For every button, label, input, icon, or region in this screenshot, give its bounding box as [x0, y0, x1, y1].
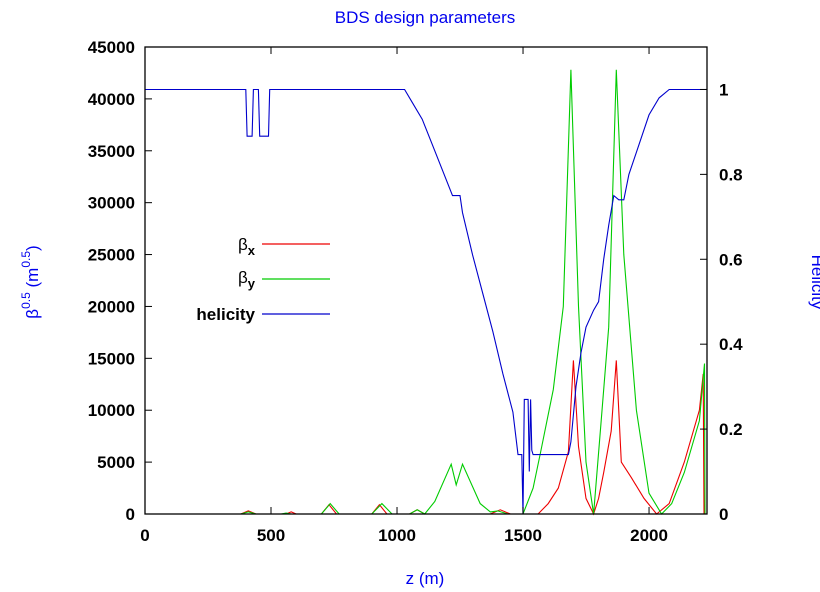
y-left-tick-label: 25000 [88, 246, 135, 265]
x-tick-label: 1500 [504, 526, 542, 545]
series-line-beta-y [145, 69, 707, 515]
x-tick-label: 1000 [378, 526, 416, 545]
y-left-tick-label: 40000 [88, 90, 135, 109]
x-tick-label: 2000 [630, 526, 668, 545]
series-layer [145, 69, 707, 516]
y-left-tick-label: 15000 [88, 349, 135, 368]
legend-label-beta-x: βx [238, 235, 256, 258]
y-axis-right: 0 0.2 0.4 0.6 0.8 1 [700, 80, 743, 524]
plot-frame [144, 46, 708, 515]
y-axis-left-label: β0.5 (m0.5) [19, 245, 42, 318]
y-right-tick-label: 0.6 [719, 250, 743, 269]
x-tick-label: 500 [257, 526, 285, 545]
y-left-tick-label: 5000 [97, 453, 135, 472]
y-axis-right-label: Helicity [808, 255, 820, 310]
x-axis-label: z (m) [406, 569, 445, 588]
y-left-tick-label: 10000 [88, 401, 135, 420]
y-right-tick-label: 0.8 [719, 165, 743, 184]
x-tick-label: 0 [140, 526, 149, 545]
legend-label-beta-y: βy [238, 268, 256, 291]
legend: βx βy helicity [196, 235, 330, 324]
x-axis: 0 500 1000 1500 2000 [140, 47, 668, 545]
y-axis-left: 0 5000 10000 15000 20000 25000 30000 35000 40000… [88, 38, 152, 524]
y-left-tick-label: 35000 [88, 142, 135, 161]
y-right-tick-label: 0.4 [719, 335, 743, 354]
y-left-tick-label: 20000 [88, 297, 135, 316]
y-right-tick-label: 0.2 [719, 420, 743, 439]
series-line-helicity [145, 88, 707, 515]
y-right-tick-label: 1 [719, 80, 728, 99]
y-left-tick-label: 30000 [88, 194, 135, 213]
y-left-tick-label: 45000 [88, 38, 135, 57]
series-line-beta-x [145, 360, 707, 516]
y-left-tick-label: 0 [126, 505, 135, 524]
legend-label-helicity: helicity [196, 305, 255, 324]
chart-title: BDS design parameters [335, 8, 515, 27]
y-right-tick-label: 0 [719, 505, 728, 524]
